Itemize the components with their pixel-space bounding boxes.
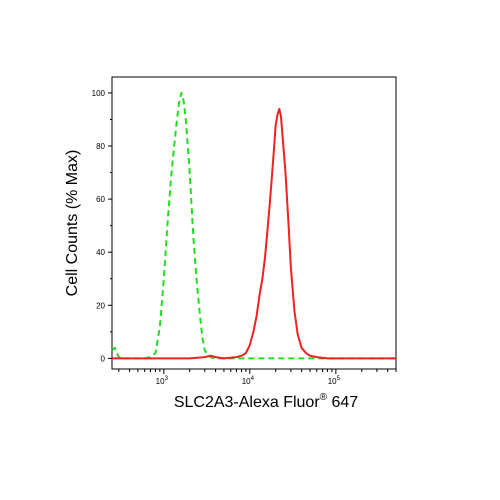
x-tick-label-base: 10 <box>328 377 337 386</box>
series-layer <box>111 91 396 360</box>
y-tick-label: 40 <box>96 248 105 257</box>
series-line-1 <box>111 91 396 360</box>
x-tick-label: 104 <box>242 376 255 386</box>
x-tick-label-exponent: 3 <box>165 376 169 382</box>
x-tick-label: 105 <box>328 376 341 386</box>
y-tick-label: 100 <box>92 89 106 98</box>
x-axis-title-superscript: ® <box>320 392 328 403</box>
y-tick-label: 60 <box>96 195 105 204</box>
y-axis: 0 20 40 60 80 100 <box>92 89 112 363</box>
x-axis: 103 104 105 <box>118 369 397 386</box>
y-tick-label: 0 <box>101 354 106 363</box>
x-axis-title-main: SLC2A3-Alexa Fluor <box>174 394 321 411</box>
x-tick-label-base: 10 <box>242 377 251 386</box>
series-line-2 <box>112 107 396 360</box>
x-tick-label-base: 10 <box>156 377 165 386</box>
x-axis-title-suffix: 647 <box>327 394 358 411</box>
y-tick-label: 80 <box>96 142 105 151</box>
x-tick-label-exponent: 5 <box>337 376 341 382</box>
plot-frame <box>111 76 397 370</box>
y-axis-title: Cell Counts (% Max) <box>64 150 81 297</box>
x-tick-label-exponent: 4 <box>251 376 255 382</box>
x-axis-title: SLC2A3-Alexa Fluor® 647 <box>174 392 358 411</box>
y-tick-label: 20 <box>96 301 105 310</box>
x-tick-label: 103 <box>156 376 169 386</box>
